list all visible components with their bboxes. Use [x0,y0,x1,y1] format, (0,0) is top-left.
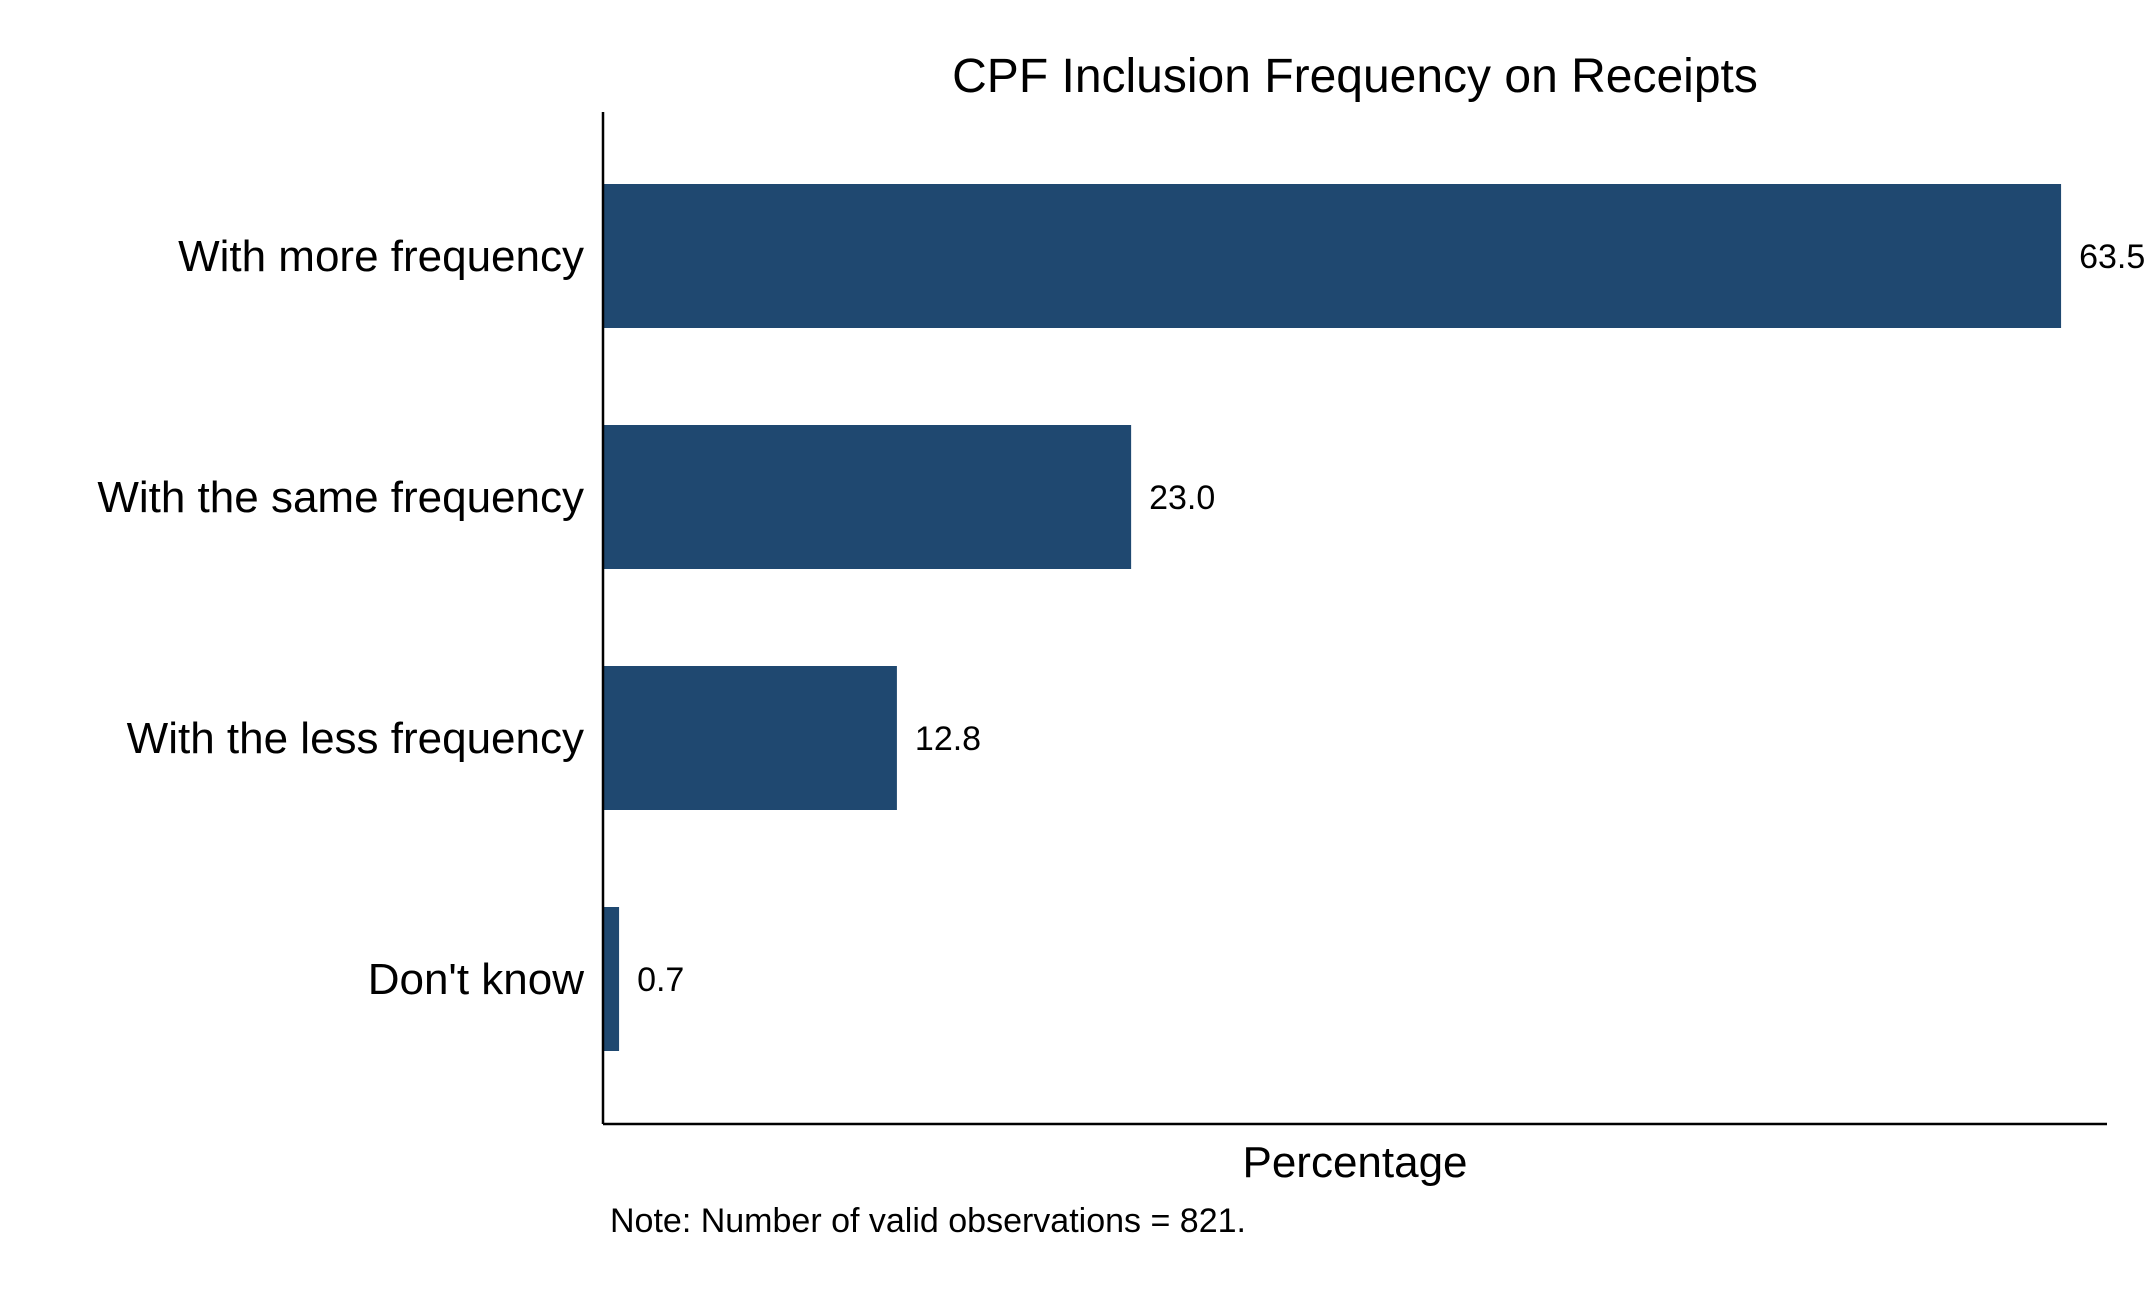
category-label-don-t-know: Don't know [368,955,585,1004]
value-label-don-t-know: 0.7 [637,961,684,999]
bars-group: With more frequency 63.5 With the same fre… [97,184,2145,1051]
bar-with-more-frequency [603,184,2062,328]
value-label-with-more-frequency: 63.5 [2079,238,2145,276]
bar-don-t-know [603,907,620,1051]
bar-with-the-less-frequency [603,666,897,810]
chart-note: Note: Number of valid observations = 821… [610,1202,1246,1240]
category-label-with-more-frequency: With more frequency [178,232,584,281]
chart-title: CPF Inclusion Frequency on Receipts [952,50,1758,103]
category-label-with-the-same-frequency: With the same frequency [97,473,584,522]
category-label-with-the-less-frequency: With the less frequency [127,714,584,763]
value-label-with-the-less-frequency: 12.8 [915,720,981,758]
bar-with-the-same-frequency [603,425,1132,569]
value-label-with-the-same-frequency: 23.0 [1149,479,1215,517]
x-axis-title: Percentage [1242,1138,1467,1187]
